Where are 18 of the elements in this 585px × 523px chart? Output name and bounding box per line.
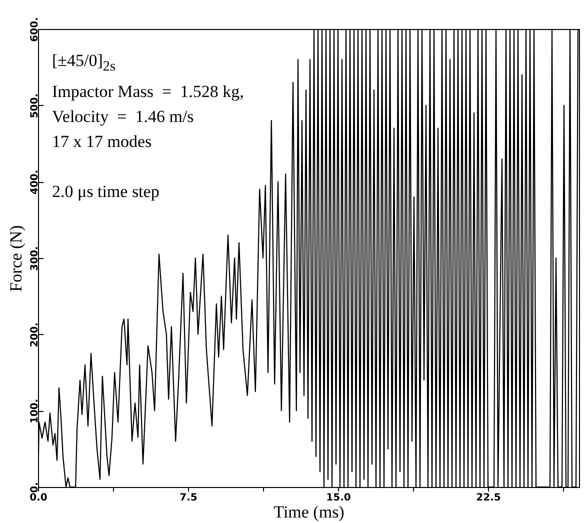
y-tick-label: 400. bbox=[30, 170, 40, 195]
y-tick-label: 100. bbox=[30, 398, 40, 424]
y-tick-label: 200. bbox=[30, 322, 40, 348]
y-tick-label: 500. bbox=[30, 93, 40, 118]
y-axis-title: Force (N) bbox=[6, 225, 26, 292]
x-tick-label: 7.5 bbox=[180, 492, 198, 504]
x-tick-label: 0.0 bbox=[30, 492, 48, 504]
x-tick-label: 15.0 bbox=[326, 492, 351, 504]
y-tick-label: 300. bbox=[30, 246, 40, 271]
annotation: Velocity = 1.46 m/s bbox=[52, 106, 195, 128]
y-tick-label: 0. bbox=[30, 482, 40, 493]
x-axis-title: Time (ms) bbox=[274, 502, 344, 522]
annotation: Impactor Mass = 1.528 kg, bbox=[52, 81, 244, 104]
annotation: 17 x 17 modes bbox=[52, 131, 153, 154]
annotation: [±45/0]$_{2s}$ bbox=[52, 50, 116, 76]
x-tick-label: 22.5 bbox=[476, 492, 501, 504]
y-tick-label: 600. bbox=[30, 17, 40, 42]
annotation: 2.0 μs time step bbox=[52, 181, 160, 204]
